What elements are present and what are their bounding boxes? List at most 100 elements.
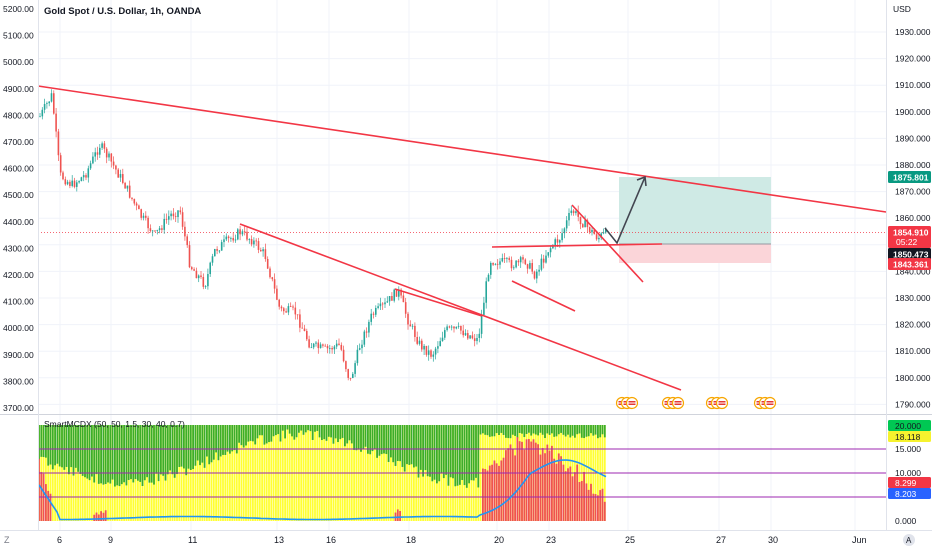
- left-price-axis[interactable]: 5200.00 5100.00 5000.00 4900.00 4800.00 4700.…: [3, 4, 34, 413]
- indicator-tag-blue: 8.203: [895, 489, 917, 499]
- candle: [99, 144, 101, 159]
- candle: [331, 345, 333, 354]
- left-axis-label: 4600.00: [3, 164, 34, 174]
- candle: [526, 263, 529, 274]
- candle: [342, 345, 345, 363]
- target-zone[interactable]: [619, 177, 771, 244]
- flag-event-icon[interactable]: [661, 396, 685, 410]
- candle: [542, 254, 545, 269]
- candle: [117, 167, 119, 178]
- candle: [506, 256, 508, 263]
- candle: [568, 208, 570, 226]
- candle: [538, 264, 540, 276]
- left-axis-label: 4500.00: [3, 190, 34, 200]
- indicator-axis[interactable]: 15.000 10.000 0.000: [895, 444, 921, 526]
- trendline-channel-lower[interactable]: [239, 223, 682, 391]
- candle: [317, 339, 320, 354]
- candle: [177, 209, 179, 223]
- candle: [39, 112, 41, 118]
- candle: [430, 349, 432, 359]
- candle: [407, 311, 409, 330]
- trendline-support[interactable]: [491, 243, 663, 248]
- candle: [257, 237, 260, 254]
- flag-event-icon[interactable]: [705, 396, 729, 410]
- candle: [329, 344, 331, 354]
- candle: [108, 151, 110, 161]
- time-axis-label: 23: [546, 535, 556, 545]
- candle: [151, 230, 154, 237]
- candle: [122, 168, 124, 185]
- time-axis-label: 13: [274, 535, 284, 545]
- candle: [255, 238, 257, 247]
- candle: [462, 324, 464, 338]
- candle: [476, 334, 478, 345]
- stop-zone[interactable]: [619, 244, 771, 263]
- candle: [246, 227, 248, 242]
- candle: [310, 343, 313, 349]
- candle: [200, 271, 202, 279]
- candle: [427, 345, 430, 361]
- candle: [324, 343, 326, 347]
- trendline-flag-short[interactable]: [511, 280, 576, 312]
- right-axis-label: 1820.000: [895, 320, 931, 330]
- trendline-channel-upper[interactable]: [394, 288, 483, 317]
- trendline-wedge[interactable]: [571, 204, 644, 283]
- candle: [283, 306, 285, 315]
- indicator-label[interactable]: SmartMCDX (50, 50, 1.5, 30, 40, 0.7): [44, 419, 185, 429]
- auto-scale-label: A: [906, 536, 912, 545]
- event-flags[interactable]: [615, 396, 777, 410]
- candle: [572, 209, 575, 216]
- candle: [181, 207, 184, 230]
- flag-event-icon[interactable]: [615, 396, 639, 410]
- auto-scale-button[interactable]: [903, 534, 915, 546]
- candle: [220, 239, 223, 251]
- candle: [266, 256, 269, 270]
- candle: [503, 253, 506, 263]
- candle: [204, 285, 207, 289]
- candle: [404, 297, 407, 318]
- candle: [214, 248, 216, 257]
- trendline-major-descending[interactable]: [37, 85, 887, 213]
- right-axis-label: 1910.000: [895, 80, 931, 90]
- projection-arrow[interactable]: [604, 175, 647, 245]
- candle: [444, 327, 446, 340]
- candle: [471, 331, 474, 340]
- candle: [368, 319, 370, 338]
- left-axis-label: 4200.00: [3, 270, 34, 280]
- current-price-tag: 1854.910: [893, 228, 929, 238]
- candle: [168, 210, 170, 225]
- candle: [602, 228, 605, 235]
- left-axis-label: 5100.00: [3, 31, 34, 41]
- candle: [414, 322, 416, 342]
- candle: [41, 107, 44, 120]
- candle: [326, 344, 329, 354]
- candle: [184, 221, 186, 241]
- trendlines[interactable]: [37, 85, 887, 391]
- time-axis[interactable]: 6 9 11 13 16 18 20 23 25 27 30 Jun: [57, 535, 867, 545]
- timezone-settings-button[interactable]: Z: [4, 535, 10, 545]
- symbol-title[interactable]: Gold Spot / U.S. Dollar, 1h, OANDA: [44, 6, 201, 17]
- candle: [145, 211, 147, 221]
- time-axis-label: 16: [326, 535, 336, 545]
- candle: [165, 213, 168, 224]
- candle: [156, 229, 159, 235]
- candle: [584, 215, 586, 228]
- candle: [411, 323, 414, 330]
- candle: [46, 101, 48, 109]
- flag-event-icon[interactable]: [753, 396, 777, 410]
- right-axis-label: 1840.000: [895, 266, 931, 276]
- left-axis-label: 3700.00: [3, 403, 34, 413]
- candle: [154, 230, 156, 232]
- candle: [174, 212, 177, 223]
- candle: [490, 261, 492, 279]
- candle: [421, 338, 423, 352]
- candle: [570, 205, 573, 216]
- right-price-axis[interactable]: 1930.000 1920.000 1910.000 1900.000 1890.000…: [895, 27, 931, 409]
- time-axis-label: Jun: [852, 535, 867, 545]
- candle: [260, 247, 262, 252]
- candle: [163, 213, 165, 234]
- candle: [322, 343, 324, 348]
- candle: [363, 329, 366, 347]
